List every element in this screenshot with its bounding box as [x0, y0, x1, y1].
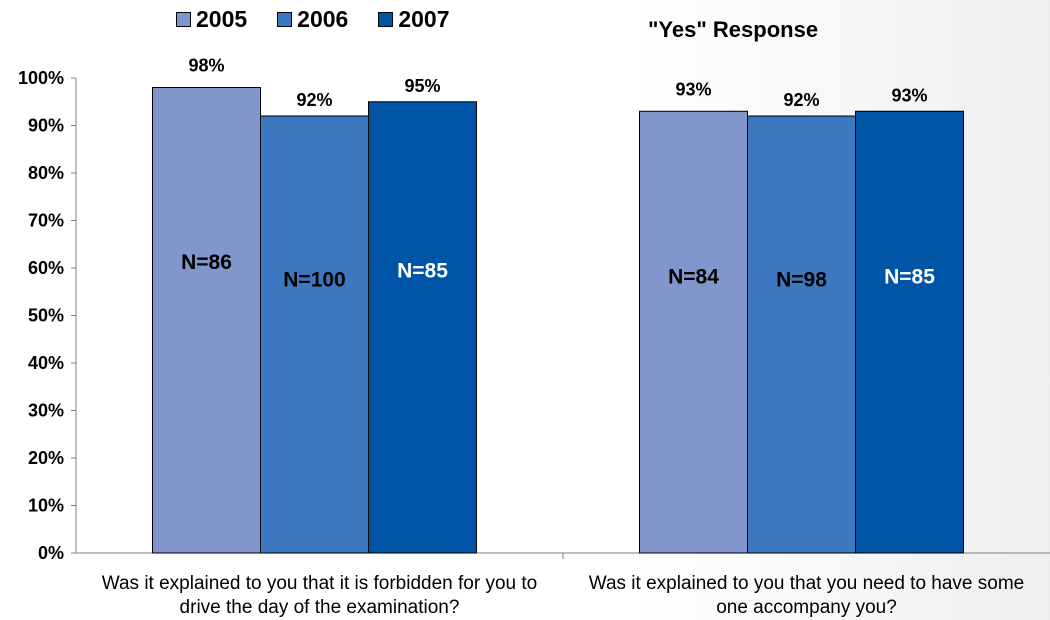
y-tick-label: 10% — [28, 496, 64, 516]
legend-swatch-2006 — [277, 12, 293, 27]
x-category-label: drive the day of the examination? — [180, 597, 460, 618]
legend-item-2007: 2007 — [378, 6, 450, 33]
y-tick-label: 20% — [28, 448, 64, 468]
legend-label-2007: 2007 — [398, 6, 450, 32]
chart-title: "Yes" Response — [648, 17, 819, 42]
bar — [639, 110, 748, 554]
y-tick-label: 30% — [28, 401, 64, 421]
legend-item-2006: 2006 — [277, 6, 348, 33]
bar — [368, 101, 477, 554]
y-tick-label: 90% — [28, 116, 64, 136]
y-tick-label: 60% — [28, 258, 64, 278]
bar-n-label: N=85 — [884, 266, 935, 289]
legend-item-2005: 2005 — [176, 6, 247, 33]
legend-swatch-2007 — [378, 12, 394, 27]
legend-label-2005: 2005 — [196, 6, 248, 32]
legend: 2005 2006 2007 — [176, 6, 480, 33]
y-tick-label: 70% — [28, 211, 64, 231]
bar-value-label: 93% — [891, 85, 927, 105]
bar-value-label: 95% — [404, 76, 440, 96]
y-tick-label: 0% — [38, 543, 64, 563]
y-tick-label: 50% — [28, 306, 64, 326]
bar — [260, 115, 369, 554]
bar-n-label: N=85 — [397, 260, 448, 283]
bar — [747, 115, 856, 554]
bar-n-label: N=98 — [776, 268, 827, 291]
bar — [152, 87, 261, 554]
bar-value-label: 93% — [675, 79, 711, 99]
y-tick-label: 100% — [18, 68, 64, 88]
legend-label-2006: 2006 — [297, 6, 349, 32]
y-tick-label: 40% — [28, 353, 64, 373]
bar-n-label: N=84 — [668, 266, 719, 289]
bar-value-label: 92% — [783, 90, 819, 110]
x-category-label: Was it explained to you that it is forbi… — [102, 573, 537, 594]
bar — [855, 110, 964, 554]
bar-value-label: 92% — [296, 90, 332, 110]
y-tick-label: 80% — [28, 163, 64, 183]
x-category-label: one accompany you? — [716, 597, 897, 618]
x-category-label: Was it explained to you that you need to… — [589, 573, 1025, 594]
bar-n-label: N=100 — [283, 268, 345, 291]
bar-value-label: 98% — [188, 56, 224, 76]
bar-n-label: N=86 — [181, 251, 232, 274]
legend-swatch-2005 — [176, 12, 191, 27]
